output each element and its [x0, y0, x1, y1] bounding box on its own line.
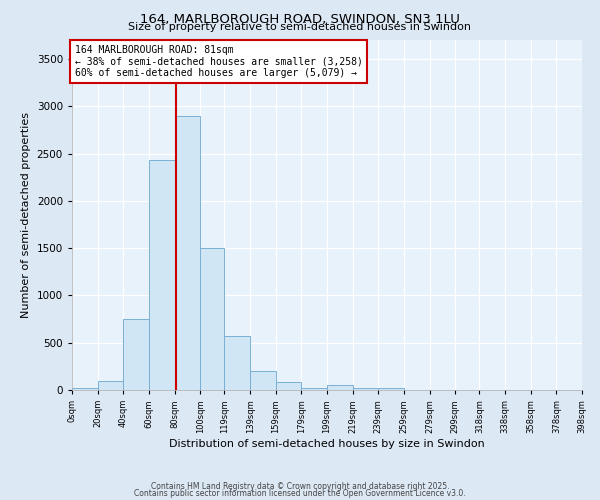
Bar [224, 336, 250, 390]
Bar [378, 388, 404, 390]
Text: Size of property relative to semi-detached houses in Swindon: Size of property relative to semi-detach… [128, 22, 472, 32]
Bar [200, 248, 224, 390]
Bar [175, 116, 200, 390]
Bar [327, 385, 353, 390]
Text: Contains HM Land Registry data © Crown copyright and database right 2025.: Contains HM Land Registry data © Crown c… [151, 482, 449, 491]
Bar [353, 388, 378, 390]
Text: Contains public sector information licensed under the Open Government Licence v3: Contains public sector information licen… [134, 489, 466, 498]
Bar [250, 371, 276, 390]
Text: 164, MARLBOROUGH ROAD, SWINDON, SN3 1LU: 164, MARLBOROUGH ROAD, SWINDON, SN3 1LU [140, 12, 460, 26]
Bar [72, 388, 98, 390]
Y-axis label: Number of semi-detached properties: Number of semi-detached properties [21, 112, 31, 318]
Text: 164 MARLBOROUGH ROAD: 81sqm
← 38% of semi-detached houses are smaller (3,258)
60: 164 MARLBOROUGH ROAD: 81sqm ← 38% of sem… [74, 46, 362, 78]
Bar [149, 160, 175, 390]
Bar [98, 380, 123, 390]
Bar [123, 319, 149, 390]
X-axis label: Distribution of semi-detached houses by size in Swindon: Distribution of semi-detached houses by … [169, 438, 485, 448]
Bar [301, 388, 327, 390]
Bar [276, 382, 301, 390]
